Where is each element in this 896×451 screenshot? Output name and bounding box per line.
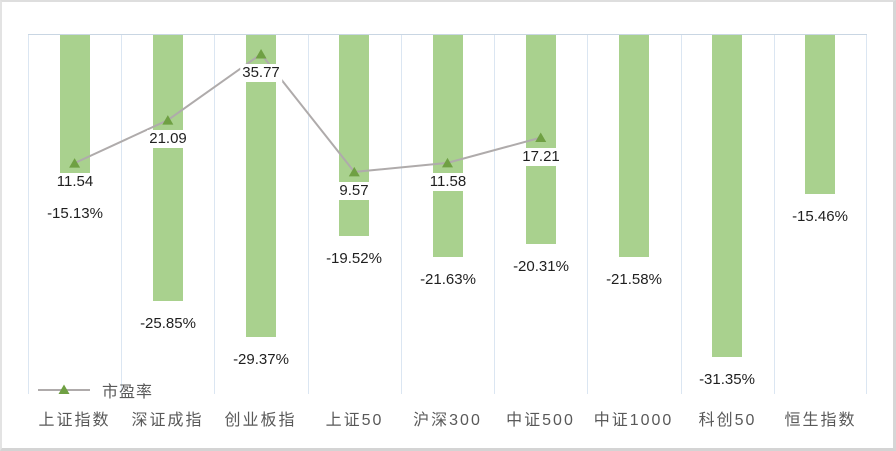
legend-label: 市盈率 xyxy=(102,384,154,401)
category-label-科创50: 科创50 xyxy=(698,412,757,429)
pe-marker xyxy=(535,132,547,143)
bar-value-label: -20.31% xyxy=(511,258,571,276)
bar-中证1000 xyxy=(619,35,649,257)
gridline xyxy=(494,35,495,394)
pe-marker xyxy=(255,49,267,59)
bar-value-label: -21.63% xyxy=(418,271,478,289)
gridline xyxy=(587,35,588,394)
pe-value-label: 21.09 xyxy=(147,130,189,148)
pe-marker xyxy=(348,166,360,177)
gridline xyxy=(774,35,775,394)
gridline xyxy=(308,35,309,394)
category-label-深证成指: 深证成指 xyxy=(131,412,204,429)
legend-line-triangle-icon xyxy=(38,384,90,394)
category-label-中证1000: 中证1000 xyxy=(593,412,674,429)
bar-上证50 xyxy=(339,35,369,236)
bar-恒生指数 xyxy=(805,35,835,194)
category-label-沪深300: 沪深300 xyxy=(413,412,482,429)
pe-value-label: 35.77 xyxy=(240,64,282,82)
gridline xyxy=(28,35,29,394)
bar-科创50 xyxy=(712,35,742,357)
bar-深证成指 xyxy=(153,35,183,301)
pe-line xyxy=(74,52,541,173)
pe-marker xyxy=(162,115,174,125)
bar-value-label: -31.35% xyxy=(697,371,757,389)
plot-area: 11.54 21.09 35.77 9.57 11.58 17.21 -15.13% -25.… xyxy=(28,34,867,394)
category-label-上证50: 上证50 xyxy=(325,412,384,429)
category-label-恒生指数: 恒生指数 xyxy=(784,412,857,429)
bar-value-label: -19.52% xyxy=(324,250,384,268)
legend: 市盈率 xyxy=(38,378,153,402)
pe-marker xyxy=(442,157,453,168)
pe-value-label: 9.57 xyxy=(337,182,371,200)
bar-沪深300 xyxy=(433,35,463,257)
pe-value-label: 17.21 xyxy=(520,148,562,166)
pe-marker xyxy=(69,158,81,168)
category-label-上证指数: 上证指数 xyxy=(38,412,111,429)
gridline xyxy=(866,35,867,394)
gridline xyxy=(681,35,682,394)
pe-value-label: 11.54 xyxy=(54,173,96,191)
gridline xyxy=(121,35,122,394)
bar-value-label: -21.58% xyxy=(604,271,664,289)
gridline xyxy=(401,35,402,394)
category-label-中证500: 中证500 xyxy=(506,412,575,429)
bar-value-label: -25.85% xyxy=(138,315,198,333)
category-axis: 上证指数 深证成指 创业板指 上证50 沪深300 中证500 中证1000 科创50 恒生指数 xyxy=(28,408,867,438)
bar-value-label: -15.13% xyxy=(45,205,105,223)
pe-line-series xyxy=(69,49,547,177)
pe-value-label: 11.58 xyxy=(427,173,469,191)
category-label-创业板指: 创业板指 xyxy=(224,412,297,429)
bar-value-label: -15.46% xyxy=(790,208,850,226)
bar-创业板指 xyxy=(246,35,276,337)
gridline xyxy=(214,35,215,394)
bar-value-label: -29.37% xyxy=(231,351,291,369)
